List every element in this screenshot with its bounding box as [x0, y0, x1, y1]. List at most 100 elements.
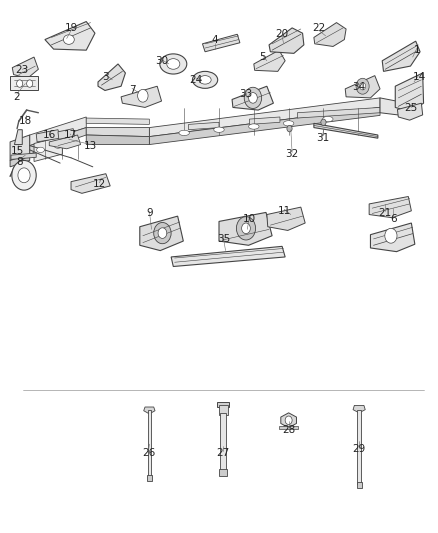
Polygon shape: [10, 135, 30, 160]
Text: 4: 4: [212, 35, 218, 45]
Circle shape: [237, 216, 255, 240]
Polygon shape: [380, 98, 402, 115]
Polygon shape: [58, 128, 74, 139]
Circle shape: [17, 80, 23, 87]
Ellipse shape: [249, 124, 259, 129]
Ellipse shape: [283, 120, 294, 126]
Ellipse shape: [322, 116, 333, 122]
Circle shape: [12, 160, 36, 190]
Polygon shape: [382, 41, 420, 71]
Circle shape: [321, 119, 326, 125]
Polygon shape: [281, 413, 297, 427]
Polygon shape: [144, 407, 155, 414]
Text: 19: 19: [64, 23, 78, 33]
Circle shape: [356, 78, 369, 94]
Text: 24: 24: [190, 75, 203, 85]
Polygon shape: [14, 130, 22, 144]
Polygon shape: [188, 122, 219, 130]
Text: 27: 27: [217, 448, 230, 458]
Text: 31: 31: [316, 133, 329, 143]
Polygon shape: [11, 153, 36, 159]
Ellipse shape: [160, 54, 187, 74]
Polygon shape: [314, 123, 378, 138]
Polygon shape: [397, 103, 423, 120]
Text: 12: 12: [93, 179, 106, 189]
Polygon shape: [219, 213, 272, 245]
Text: 2: 2: [13, 92, 20, 102]
Polygon shape: [254, 50, 285, 71]
Text: 22: 22: [312, 23, 326, 33]
Circle shape: [18, 168, 30, 183]
Text: 28: 28: [282, 425, 295, 435]
Text: 34: 34: [353, 82, 366, 92]
Ellipse shape: [69, 139, 77, 144]
Polygon shape: [86, 127, 149, 136]
Text: 21: 21: [378, 208, 392, 219]
Text: 14: 14: [413, 71, 426, 82]
Polygon shape: [250, 117, 280, 124]
Polygon shape: [395, 73, 424, 112]
Polygon shape: [232, 86, 273, 110]
Polygon shape: [30, 127, 86, 154]
Circle shape: [27, 80, 33, 87]
Text: 9: 9: [146, 208, 153, 219]
Polygon shape: [269, 28, 304, 53]
Text: 7: 7: [129, 85, 135, 95]
Text: 6: 6: [390, 214, 396, 224]
Polygon shape: [140, 216, 184, 251]
Bar: [219, 406, 228, 415]
Circle shape: [138, 90, 148, 102]
Bar: [10, 76, 39, 91]
Polygon shape: [30, 117, 86, 146]
Polygon shape: [345, 76, 380, 98]
Ellipse shape: [214, 127, 224, 132]
Polygon shape: [121, 86, 162, 108]
Text: 18: 18: [19, 116, 32, 126]
Circle shape: [287, 125, 292, 132]
Circle shape: [385, 228, 397, 243]
Bar: [147, 475, 152, 481]
Polygon shape: [202, 34, 240, 52]
Polygon shape: [12, 57, 39, 78]
Ellipse shape: [192, 71, 218, 88]
Ellipse shape: [167, 59, 180, 69]
Bar: [357, 482, 362, 488]
Circle shape: [285, 416, 292, 424]
Text: 10: 10: [243, 214, 256, 224]
Polygon shape: [267, 207, 305, 230]
Text: 15: 15: [11, 146, 25, 156]
Polygon shape: [371, 223, 415, 252]
Text: 23: 23: [16, 66, 29, 75]
Polygon shape: [71, 174, 110, 193]
Text: 16: 16: [42, 130, 56, 140]
Bar: [279, 426, 298, 429]
Bar: [357, 410, 361, 484]
Text: 11: 11: [278, 206, 291, 216]
Ellipse shape: [37, 147, 45, 152]
Circle shape: [249, 93, 257, 103]
Polygon shape: [36, 130, 60, 142]
Text: 32: 32: [286, 149, 299, 159]
Text: 3: 3: [102, 71, 109, 82]
Circle shape: [244, 87, 261, 109]
Text: 25: 25: [405, 103, 418, 114]
Bar: [220, 414, 226, 471]
Polygon shape: [369, 197, 411, 217]
Text: 35: 35: [217, 234, 230, 244]
Text: 30: 30: [155, 56, 168, 66]
Polygon shape: [34, 136, 62, 161]
Polygon shape: [149, 108, 380, 144]
Polygon shape: [171, 246, 285, 266]
Polygon shape: [297, 108, 380, 118]
Text: 13: 13: [84, 141, 97, 151]
Circle shape: [158, 228, 167, 238]
Text: 5: 5: [259, 52, 266, 62]
Text: 20: 20: [276, 29, 289, 39]
Text: 17: 17: [64, 130, 77, 140]
Polygon shape: [314, 22, 346, 46]
Polygon shape: [86, 135, 149, 144]
Circle shape: [360, 83, 366, 90]
Ellipse shape: [54, 143, 62, 148]
Polygon shape: [49, 135, 81, 149]
Ellipse shape: [64, 35, 74, 44]
